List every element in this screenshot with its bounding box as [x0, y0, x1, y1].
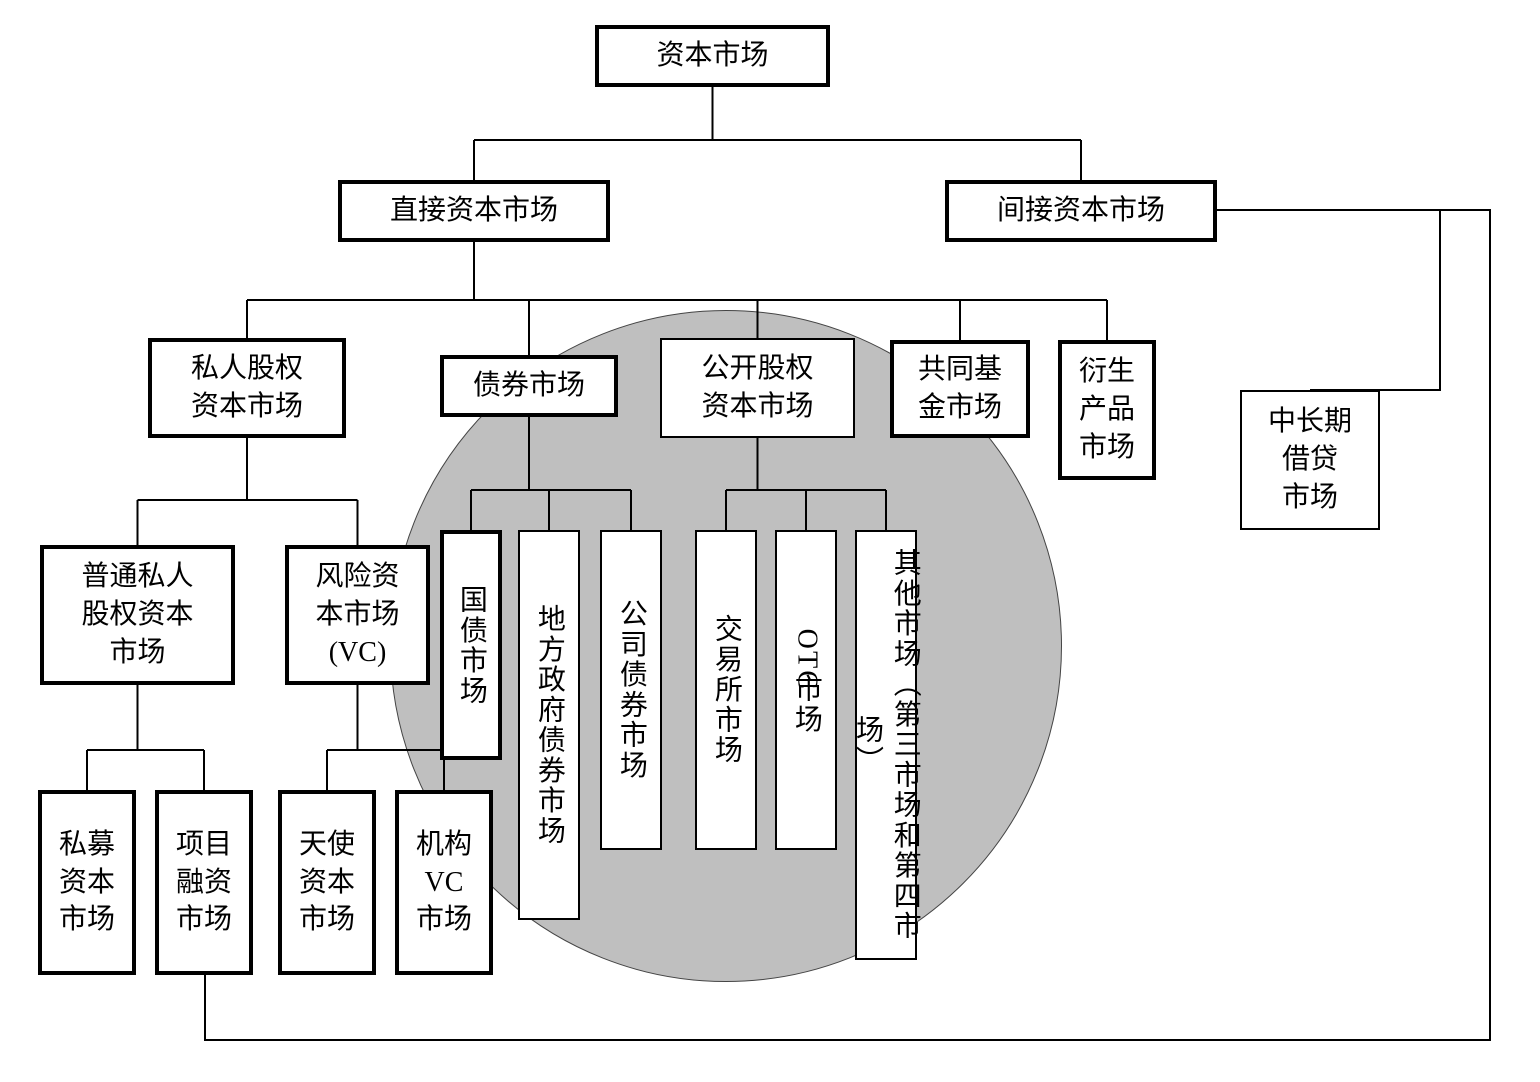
node-deriv: 衍生 产品 市场 — [1058, 340, 1156, 480]
node-root: 资本市场 — [595, 25, 830, 87]
node-vc: 风险资 本市场 (VC) — [285, 545, 430, 685]
node-otc: OTC 市场 — [775, 530, 837, 850]
node-corp_bond: 公司债券市场 — [600, 530, 662, 850]
node-angel: 天使 资本 市场 — [278, 790, 376, 975]
node-other: 其他市场（第三市场和第四市场） — [855, 530, 917, 960]
node-ord_pe: 普通私人 股权资本 市场 — [40, 545, 235, 685]
node-mutual: 共同基 金市场 — [890, 340, 1030, 438]
node-local_gov: 地方政府债券市场 — [518, 530, 580, 920]
node-public_eq: 公开股权 资本市场 — [660, 338, 855, 438]
node-medlong: 中长期 借贷 市场 — [1240, 390, 1380, 530]
node-pe_fund: 私募 资本 市场 — [38, 790, 136, 975]
node-bond: 债券市场 — [440, 355, 618, 417]
node-exchange: 交易所市场 — [695, 530, 757, 850]
node-inst_vc: 机构 VC 市场 — [395, 790, 493, 975]
node-proj_fin: 项目 融资 市场 — [155, 790, 253, 975]
node-direct: 直接资本市场 — [338, 180, 610, 242]
node-treasury: 国债市场 — [440, 530, 502, 760]
node-private_eq: 私人股权 资本市场 — [148, 338, 346, 438]
node-indirect: 间接资本市场 — [945, 180, 1217, 242]
capital-market-tree: 资本市场直接资本市场 间接资本市场私人股权 资本市场 债券市场公开股权 资本市场共同… — [0, 0, 1540, 1082]
